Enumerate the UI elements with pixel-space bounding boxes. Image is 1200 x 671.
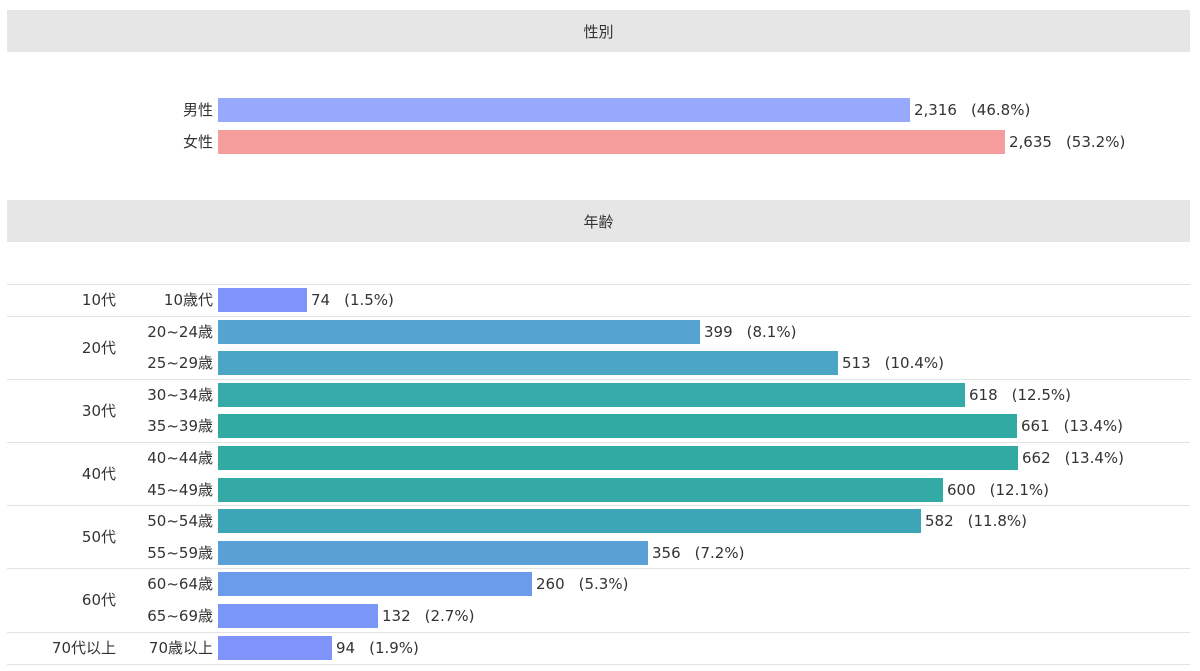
age-group-divider: [7, 568, 1190, 569]
age-bar: [218, 604, 378, 628]
age-value-label: 600 (12.1%): [947, 478, 1049, 502]
age-category-label: 40~44歳: [147, 449, 213, 467]
age-value-label: 513 (10.4%): [842, 351, 944, 375]
age-value-label: 132 (2.7%): [382, 604, 474, 628]
age-percent: (10.4%): [884, 354, 944, 372]
age-count: 399: [704, 323, 733, 341]
age-bar: [218, 383, 965, 407]
age-percent: (8.1%): [746, 323, 797, 341]
age-category-label: 30~34歳: [147, 386, 213, 404]
age-group-divider: [7, 505, 1190, 506]
gender-bar: [218, 130, 1005, 154]
age-value-label: 94 (1.9%): [336, 636, 419, 660]
gender-section-title: 性別: [583, 22, 614, 41]
gender-count: 2,316: [914, 101, 957, 119]
age-group-divider: [7, 379, 1190, 380]
age-group-label: 70代以上: [51, 639, 116, 657]
gender-section-header: 性別: [7, 10, 1190, 52]
age-count: 94: [336, 639, 356, 657]
age-count: 356: [652, 544, 681, 562]
age-group-label: 30代: [81, 402, 116, 420]
gender-percent: (53.2%): [1065, 133, 1126, 151]
age-count: 513: [842, 354, 871, 372]
gender-count: 2,635: [1009, 133, 1052, 151]
gender-bar: [218, 98, 910, 122]
age-group-divider: [7, 442, 1190, 443]
age-section-title: 年齢: [583, 212, 614, 231]
age-percent: (1.9%): [369, 639, 419, 657]
age-bar: [218, 288, 307, 312]
age-bar: [218, 446, 1018, 470]
age-percent: (2.7%): [424, 607, 475, 625]
age-percent: (13.4%): [1063, 417, 1123, 435]
age-group-divider: [7, 316, 1190, 317]
gender-category-label: 男性: [182, 101, 213, 119]
age-count: 582: [925, 512, 954, 530]
age-section-header: 年齢: [7, 200, 1190, 242]
age-percent: (1.5%): [344, 291, 394, 309]
age-group-divider: [7, 632, 1190, 633]
age-value-label: 74 (1.5%): [311, 288, 394, 312]
age-bar: [218, 478, 943, 502]
age-category-label: 60~64歳: [147, 575, 213, 593]
age-group-label: 50代: [81, 528, 116, 546]
age-group-label: 20代: [81, 339, 116, 357]
age-value-label: 662 (13.4%): [1022, 446, 1124, 470]
age-category-label: 35~39歳: [147, 417, 213, 435]
gender-value-label: 2,635 (53.2%): [1009, 130, 1125, 154]
age-category-label: 25~29歳: [147, 354, 213, 372]
age-category-label: 50~54歳: [147, 512, 213, 530]
age-group-divider: [7, 664, 1190, 665]
gender-value-label: 2,316 (46.8%): [914, 98, 1030, 122]
age-value-label: 618 (12.5%): [969, 383, 1071, 407]
age-value-label: 399 (8.1%): [704, 320, 796, 344]
age-count: 132: [382, 607, 411, 625]
age-category-label: 65~69歳: [147, 607, 213, 625]
age-value-label: 260 (5.3%): [536, 572, 628, 596]
age-count: 600: [947, 481, 976, 499]
age-percent: (11.8%): [967, 512, 1027, 530]
age-category-label: 55~59歳: [147, 544, 213, 562]
age-count: 662: [1022, 449, 1051, 467]
age-percent: (5.3%): [578, 575, 629, 593]
age-category-label: 45~49歳: [147, 481, 213, 499]
age-group-divider: [7, 284, 1190, 285]
age-count: 618: [969, 386, 998, 404]
age-bar: [218, 414, 1017, 438]
age-value-label: 356 (7.2%): [652, 541, 744, 565]
age-bar: [218, 636, 332, 660]
age-value-label: 661 (13.4%): [1021, 414, 1123, 438]
age-bar: [218, 572, 532, 596]
age-group-label: 10代: [81, 291, 116, 309]
age-group-label: 40代: [81, 465, 116, 483]
age-bar: [218, 351, 838, 375]
age-bar: [218, 509, 921, 533]
age-bar: [218, 320, 700, 344]
age-count: 661: [1021, 417, 1050, 435]
age-count: 260: [536, 575, 565, 593]
age-count: 74: [311, 291, 331, 309]
age-category-label: 20~24歳: [147, 323, 213, 341]
age-percent: (12.1%): [989, 481, 1049, 499]
age-bar: [218, 541, 648, 565]
age-category-label: 10歳代: [163, 291, 213, 309]
age-percent: (13.4%): [1064, 449, 1124, 467]
age-category-label: 70歳以上: [148, 639, 213, 657]
age-group-label: 60代: [81, 591, 116, 609]
gender-category-label: 女性: [182, 133, 213, 151]
age-percent: (7.2%): [694, 544, 745, 562]
age-percent: (12.5%): [1011, 386, 1071, 404]
gender-percent: (46.8%): [970, 101, 1031, 119]
age-value-label: 582 (11.8%): [925, 509, 1027, 533]
